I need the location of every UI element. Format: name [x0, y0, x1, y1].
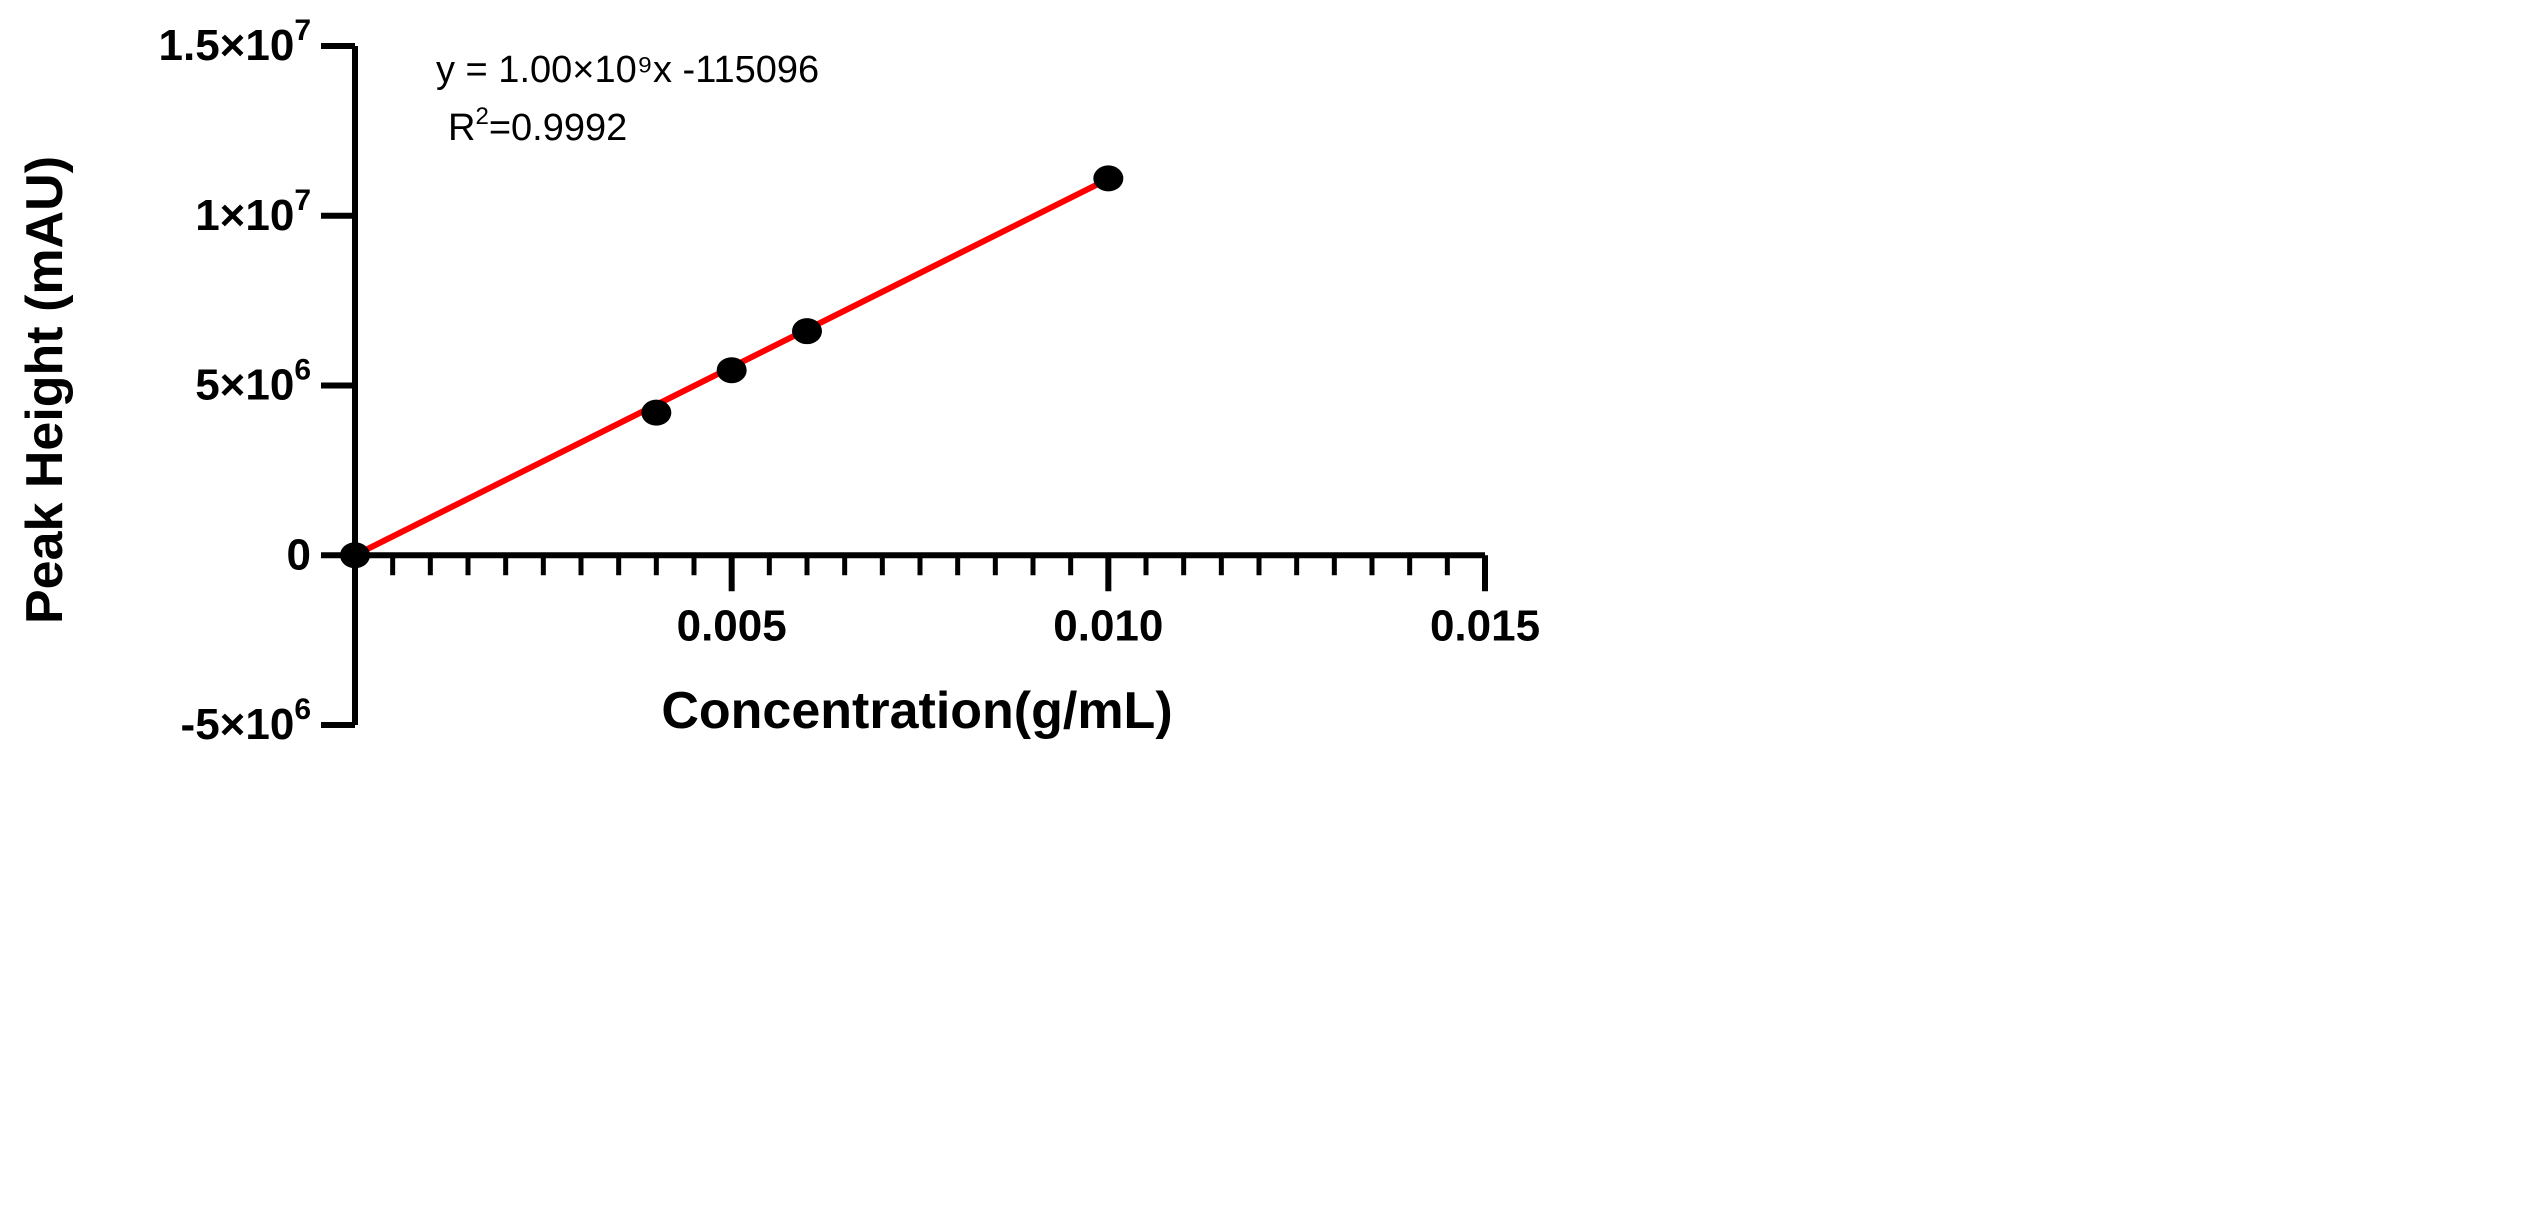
y-tick-label: 0 [287, 530, 311, 579]
r-squared-exponent: 2 [475, 103, 488, 130]
y-axis-label: Peak Height (mAU) [16, 156, 74, 624]
calibration-chart: 0.005 0.010 0.015-5×10605×1061×1071.5×107 … [16, 14, 1541, 749]
x-axis-label: Concentration(g/mL) [661, 682, 1172, 740]
x-tick-label: 0.005 [677, 601, 787, 650]
axes-layer: 0.005 0.010 0.015 -5×106 0 5×106 1×107 1.5×107 [159, 14, 1541, 749]
x-tick-label: 0.015 [1430, 601, 1540, 650]
x-tick-label: 0.010 [1053, 601, 1163, 650]
r-squared-annotation: R2=0.9992 [448, 103, 627, 149]
y-tick-label: 5×106 [195, 354, 311, 410]
data-point [1093, 165, 1124, 192]
data-point [716, 357, 747, 384]
data-point [792, 318, 822, 345]
data-point [641, 399, 672, 426]
r-squared-symbol: R [448, 107, 475, 149]
y-tick-label: -5×106 [181, 693, 311, 749]
y-tick-label: 1.5×107 [159, 14, 312, 70]
regression-equation: y = 1.00×10⁹x -115096 [436, 49, 819, 91]
y-tick-label: 1×107 [195, 184, 311, 240]
data-points-layer [340, 165, 1124, 569]
r-squared-value: =0.9992 [489, 107, 627, 149]
